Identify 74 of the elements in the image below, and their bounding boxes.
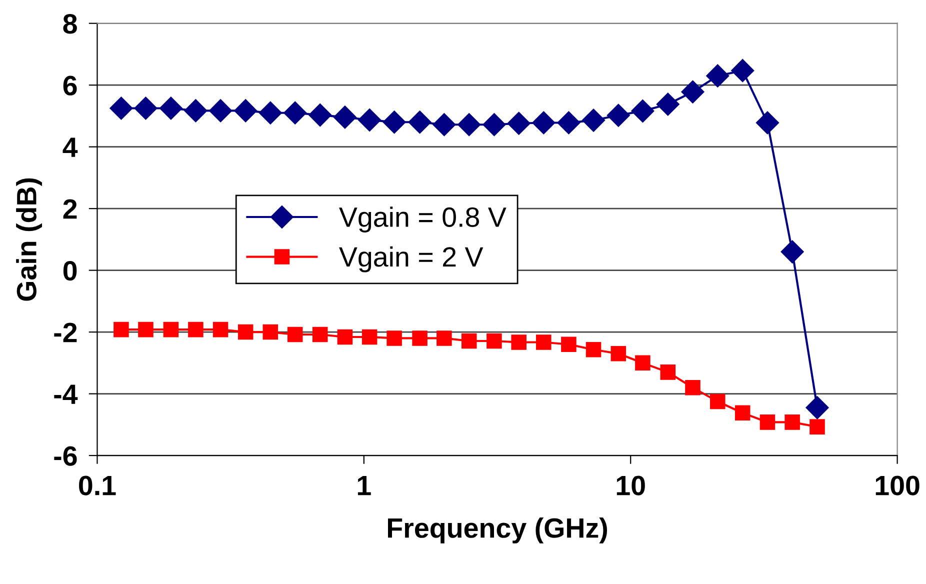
y-tick-label: -6	[54, 446, 77, 466]
y-tick-label: -4	[54, 384, 78, 404]
point	[635, 355, 650, 371]
point	[486, 333, 502, 349]
point	[482, 113, 506, 136]
point	[631, 100, 654, 123]
point	[656, 92, 680, 116]
point	[159, 96, 182, 120]
point	[382, 110, 406, 134]
point	[681, 80, 704, 104]
point	[458, 113, 481, 136]
point	[660, 364, 676, 380]
point	[784, 414, 800, 430]
point	[731, 59, 754, 82]
point	[536, 334, 552, 350]
x-tick-label: 0.1	[79, 476, 116, 496]
point	[308, 104, 332, 127]
x-tick-label: 10	[616, 476, 645, 496]
point	[606, 104, 630, 127]
point	[412, 330, 428, 346]
y-tick-label: 4	[62, 138, 78, 157]
point	[110, 96, 133, 120]
point	[582, 108, 606, 132]
point	[561, 336, 576, 352]
point	[685, 380, 700, 396]
point	[337, 329, 353, 345]
point	[706, 64, 730, 88]
point	[333, 106, 356, 129]
x-axis-title: Frequency (GHz)	[388, 518, 608, 544]
point	[134, 96, 158, 120]
point	[212, 322, 228, 338]
point	[386, 330, 402, 346]
point	[258, 101, 282, 124]
point	[138, 322, 154, 338]
y-tick-label: -2	[54, 322, 77, 342]
point	[507, 112, 530, 135]
y-axis-title: Gain (dB)	[16, 178, 42, 301]
point	[432, 113, 456, 136]
point	[806, 396, 829, 420]
y-tick-label: 6	[63, 76, 77, 96]
legend-label: Vgain = 0.8 V	[339, 206, 506, 232]
y-tick-label: 0	[63, 260, 77, 281]
point	[780, 240, 804, 264]
point	[114, 322, 129, 338]
point	[188, 322, 204, 338]
x-tick-label: 100	[876, 476, 920, 496]
point	[710, 394, 726, 410]
point	[461, 333, 477, 349]
point	[238, 324, 254, 340]
point	[362, 329, 378, 345]
point	[557, 111, 580, 134]
point	[163, 322, 179, 338]
point	[586, 342, 602, 358]
point	[760, 414, 776, 430]
legend-label: Vgain = 2 V	[339, 246, 484, 272]
y-tick-label: 2	[63, 199, 77, 219]
point	[734, 405, 750, 421]
point	[284, 101, 307, 124]
point	[209, 99, 232, 122]
point	[436, 330, 452, 346]
y-tick-label: 8	[63, 14, 77, 34]
point	[610, 346, 626, 362]
point	[312, 326, 328, 342]
point	[511, 334, 526, 350]
point	[756, 111, 779, 134]
point	[810, 419, 825, 434]
point	[262, 324, 278, 340]
point	[532, 111, 556, 134]
point	[287, 326, 303, 342]
point	[408, 110, 432, 134]
point	[184, 99, 208, 122]
point	[358, 108, 382, 132]
x-tick-label: 1	[358, 476, 371, 496]
point	[234, 99, 258, 122]
